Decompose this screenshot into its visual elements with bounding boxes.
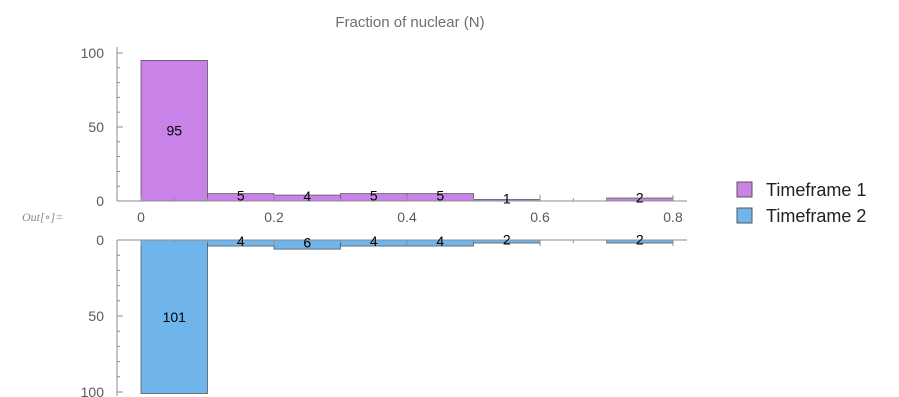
x-tick-label: 0.6: [530, 209, 550, 225]
legend-swatch-2: [736, 207, 753, 224]
timeframe-2-y-tick-label: 100: [81, 384, 105, 397]
timeframe-1-y-tick-label: 100: [81, 45, 105, 61]
timeframe-1-bar-0: [140, 60, 208, 202]
timeframe-2-bar-label-3: 4: [370, 233, 378, 249]
timeframe-1-bar-label-6: 2: [636, 190, 644, 206]
timeframe-2-bar-label-1: 4: [237, 233, 245, 249]
output-label: Out[∘]=: [22, 210, 63, 224]
timeframe-2-bar-0: [140, 239, 208, 394]
timeframe-2-bar-label-4: 4: [436, 233, 444, 249]
timeframe-1-bar-label-3: 5: [370, 187, 378, 203]
timeframe-1-bar-label-4: 5: [436, 187, 444, 203]
timeframe-2-bar-label-6: 2: [636, 232, 644, 248]
timeframe-1-bar-label-2: 4: [303, 188, 311, 204]
legend-swatch-1: [736, 181, 753, 198]
legend-label-1: Timeframe 1: [766, 180, 866, 200]
x-tick-label: 0.2: [264, 209, 284, 225]
timeframe-2-bar-label-2: 6: [303, 235, 311, 251]
timeframe-1-panel: 0 50 100 95 5 4 5 5 1 2 0 0.2 0.4 0.6 0.8: [81, 45, 687, 225]
x-tick-label: 0.8: [663, 209, 683, 225]
timeframe-1-bar-label-5: 1: [503, 190, 511, 206]
x-tick-label: 0.4: [397, 209, 417, 225]
timeframe-1-bar-label-0: 95: [166, 123, 182, 139]
timeframe-2-y-tick-label: 0: [96, 232, 104, 248]
legend: Timeframe 1 Timeframe 2: [736, 180, 866, 226]
legend-label-2: Timeframe 2: [766, 206, 866, 226]
timeframe-2-bar-label-5: 2: [503, 232, 511, 248]
timeframe-1-y-tick-label: 50: [88, 119, 104, 135]
timeframe-1-bar-label-1: 5: [237, 187, 245, 203]
chart-title: Fraction of nuclear (N): [335, 14, 484, 31]
timeframe-2-y-tick-label: 50: [88, 308, 104, 324]
timeframe-2-panel: 0 50 100 101 4 6 4 4 2 2: [81, 232, 687, 397]
x-tick-label: 0: [137, 209, 145, 225]
timeframe-1-y-tick-label: 0: [96, 193, 104, 209]
timeframe-2-bar-label-0: 101: [163, 309, 187, 325]
